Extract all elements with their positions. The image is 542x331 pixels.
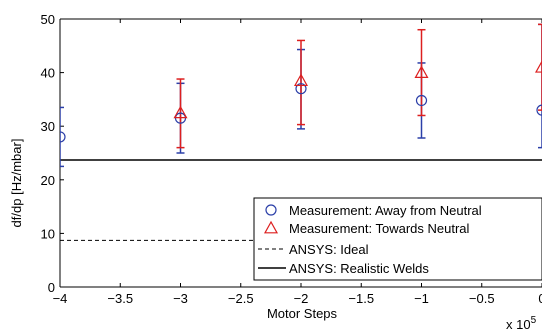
x-axis-multiplier-base: x 10 (506, 317, 531, 331)
legend-ansys-realistic-welds: ANSYS: Realistic Welds (258, 261, 429, 276)
x-tick-label: −1.5 (348, 291, 374, 306)
legend-label: Measurement: Away from Neutral (289, 203, 482, 218)
y-tick-label: 50 (41, 12, 55, 27)
y-tick-label: 10 (41, 226, 55, 241)
y-axis-title: df/dp [Hz/mbar] (9, 139, 24, 228)
y-tick-label: 30 (41, 119, 55, 134)
x-tick-label: −2 (294, 291, 309, 306)
legend-items: Measurement: Away from Neutral Measuremen… (258, 203, 482, 276)
triangle-marker (293, 73, 309, 87)
legend-label: ANSYS: Ideal (289, 242, 369, 257)
legend-triangle-marker (263, 220, 279, 234)
circle-marker (536, 104, 542, 116)
triangle-marker (173, 105, 188, 119)
legend-ansys-ideal: ANSYS: Ideal (258, 242, 369, 257)
circle-marker (415, 94, 428, 107)
triangle-marker (534, 60, 542, 73)
x-axis-multiplier-exponent: 5 (531, 315, 537, 326)
circle-marker (60, 131, 66, 143)
x-axis-multiplier: x 105 (506, 315, 537, 331)
legend-label: ANSYS: Realistic Welds (289, 261, 429, 276)
triangle-marker (414, 65, 429, 79)
x-axis-title: Motor Steps (267, 306, 338, 321)
legend-away-from-neutral: Measurement: Away from Neutral (265, 203, 482, 218)
legend-label: Measurement: Towards Neutral (289, 221, 470, 236)
x-tick-label: 0 (538, 291, 542, 306)
legend: Measurement: Away from Neutral Measuremen… (253, 197, 542, 281)
error-bars (60, 23, 542, 168)
markers (60, 60, 542, 143)
x-tick-label: −1 (414, 291, 429, 306)
x-tick-label: −2.5 (228, 291, 254, 306)
x-tick-label: −4 (53, 291, 68, 306)
legend-box (253, 197, 542, 281)
legend-circle-marker (265, 204, 277, 216)
x-tick-label: −0.5 (469, 291, 495, 306)
y-tick-label: 20 (41, 173, 55, 188)
x-tick-label: −3.5 (107, 291, 133, 306)
ticks (59, 18, 542, 288)
y-tick-label: 40 (41, 66, 55, 81)
circle-marker (295, 83, 307, 95)
x-tick-label: −3 (173, 291, 188, 306)
y-tick-label: 0 (48, 280, 55, 295)
tick-labels: −4 −3.5 −3 −2.5 −2 −1.5 −1 −0.5 0 0 10 20 30 40 50 (41, 12, 542, 306)
legend-towards-neutral: Measurement: Towards Neutral (263, 220, 470, 236)
